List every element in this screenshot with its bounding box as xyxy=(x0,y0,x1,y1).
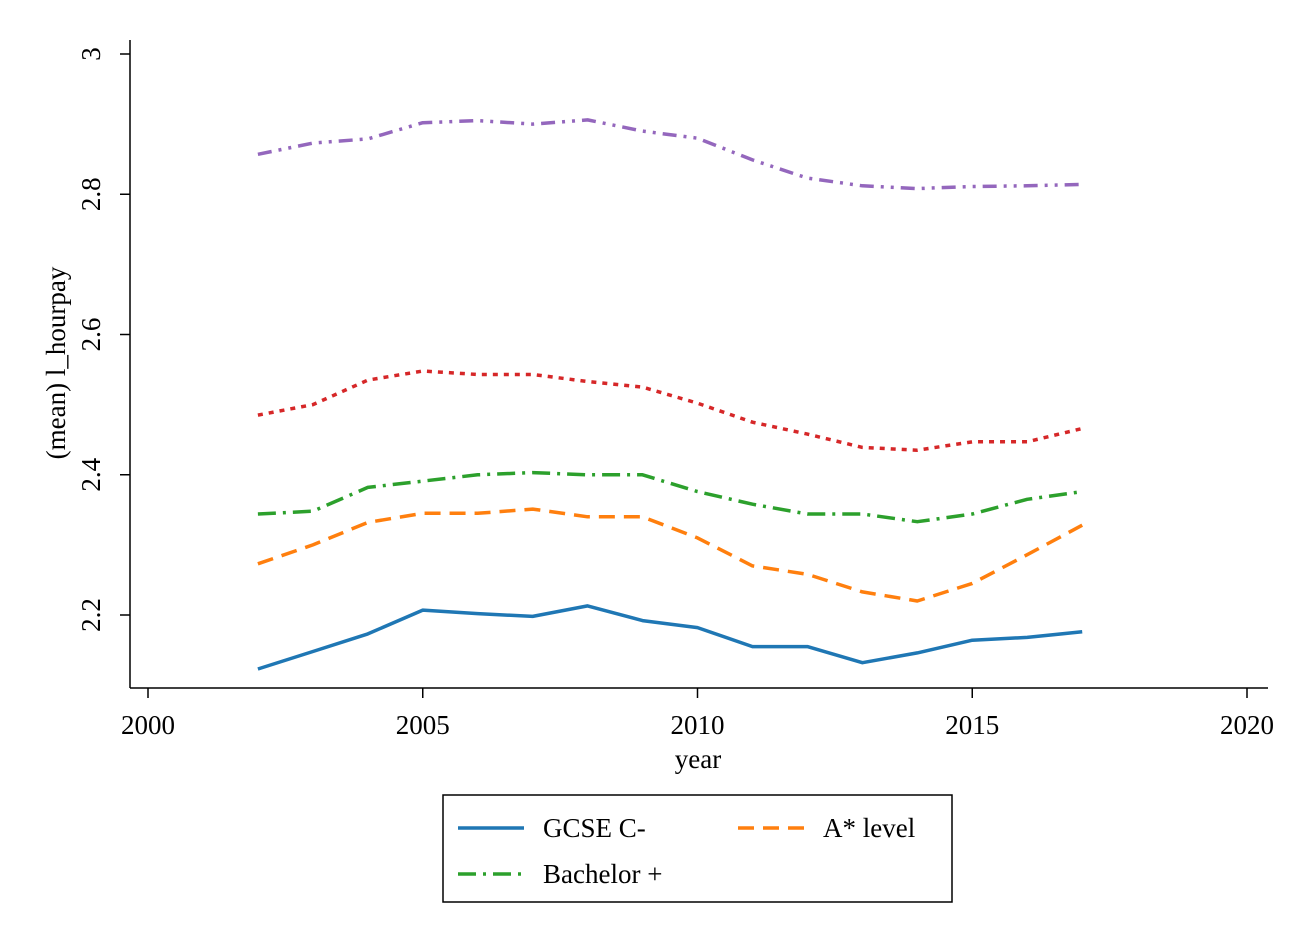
y-tick-label: 2.4 xyxy=(76,457,106,491)
y-tick-label: 2.2 xyxy=(76,598,106,632)
legend-label: GCSE C- xyxy=(543,813,646,843)
y-tick-label: 3 xyxy=(76,47,106,61)
legend-label: Bachelor + xyxy=(543,859,662,889)
y-axis-title: (mean) l_hourpay xyxy=(41,266,71,459)
series-layer xyxy=(257,118,1084,671)
axes: 2000 2005 2010 2015 2020 2.2 2.4 2.6 2.8 3 xyxy=(76,40,1274,740)
series-line-2 xyxy=(257,507,1084,603)
series-line-1 xyxy=(257,604,1083,671)
legend: GCSE C- A* level Bachelor + xyxy=(442,794,953,903)
x-tick-label: 2005 xyxy=(396,710,450,740)
x-axis-title: year xyxy=(675,744,721,774)
x-tick-label: 2000 xyxy=(121,710,175,740)
x-tick-label: 2010 xyxy=(671,710,725,740)
legend-box xyxy=(442,794,953,903)
series-line-5 xyxy=(257,118,1083,191)
x-tick-label: 2015 xyxy=(945,710,999,740)
series-line-4 xyxy=(257,369,1083,452)
series-line-3 xyxy=(257,470,1083,524)
x-tick-label: 2020 xyxy=(1220,710,1274,740)
y-tick-label: 2.8 xyxy=(76,177,106,211)
y-tick-label: 2.6 xyxy=(76,318,106,352)
legend-label: A* level xyxy=(823,813,915,843)
